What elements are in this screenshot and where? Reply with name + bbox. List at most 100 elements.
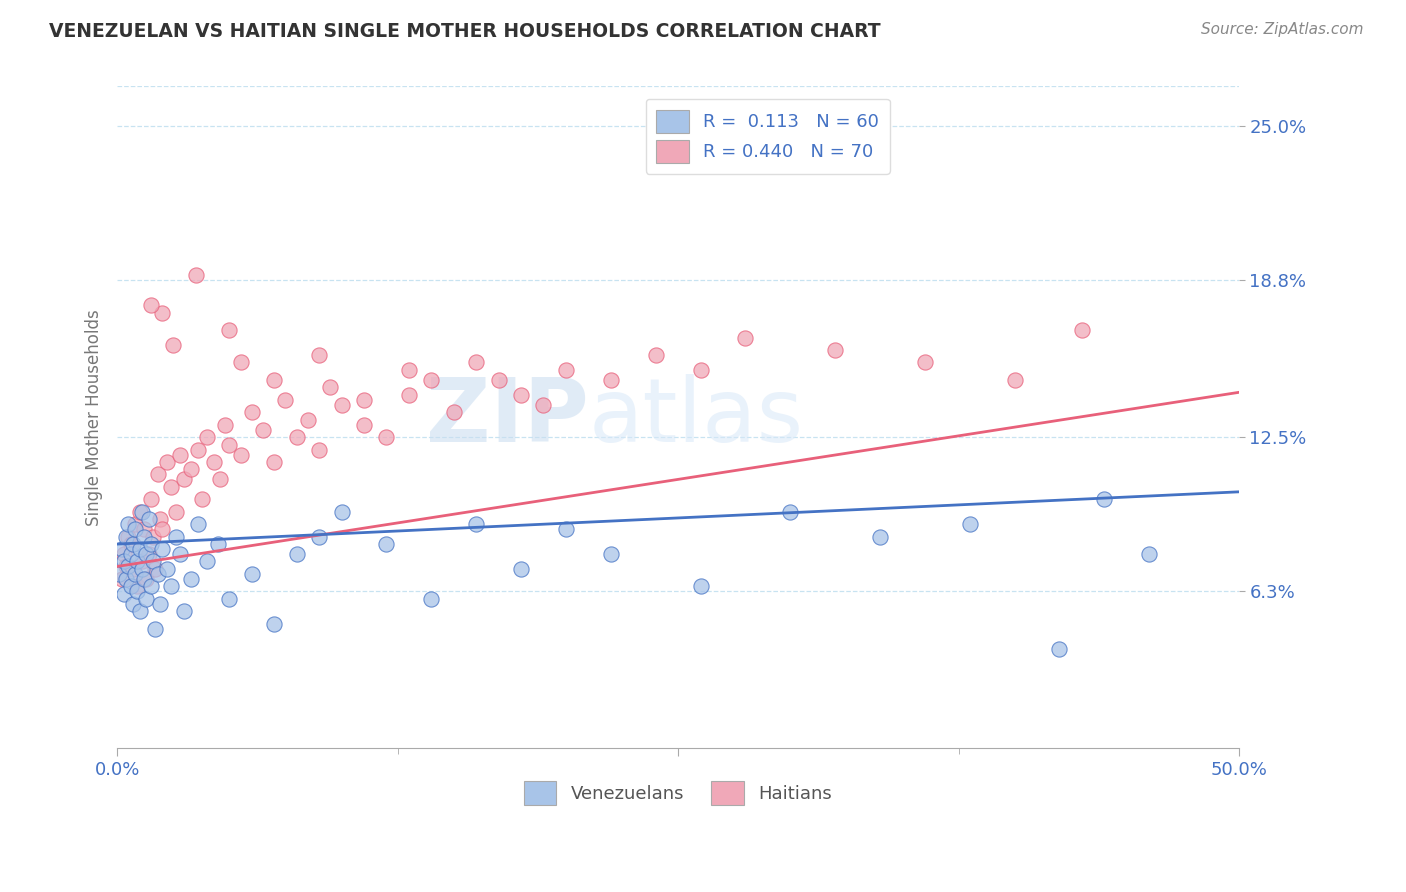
Point bbox=[202, 455, 225, 469]
Point bbox=[229, 355, 252, 369]
Point bbox=[112, 547, 135, 561]
Y-axis label: Single Mother Households: Single Mother Households bbox=[86, 309, 103, 525]
Point bbox=[218, 591, 240, 606]
Point bbox=[420, 591, 443, 606]
Point bbox=[142, 554, 165, 568]
Point bbox=[132, 522, 155, 536]
Point bbox=[353, 392, 375, 407]
Point bbox=[165, 530, 187, 544]
Point bbox=[108, 566, 131, 581]
Point bbox=[207, 537, 229, 551]
Point bbox=[165, 505, 187, 519]
Point bbox=[142, 530, 165, 544]
Point bbox=[209, 472, 232, 486]
Point bbox=[398, 363, 420, 377]
Point bbox=[124, 517, 146, 532]
Point bbox=[124, 566, 146, 581]
Point bbox=[959, 517, 981, 532]
Point bbox=[139, 492, 162, 507]
Point bbox=[143, 562, 166, 576]
Point bbox=[285, 430, 308, 444]
Point bbox=[132, 572, 155, 586]
Point bbox=[146, 467, 169, 482]
Point bbox=[599, 547, 621, 561]
Point bbox=[319, 380, 342, 394]
Point bbox=[308, 442, 330, 457]
Text: atlas: atlas bbox=[588, 374, 803, 460]
Point bbox=[218, 323, 240, 337]
Point bbox=[554, 522, 576, 536]
Point bbox=[297, 412, 319, 426]
Point bbox=[115, 559, 138, 574]
Point bbox=[124, 522, 146, 536]
Point bbox=[173, 604, 195, 618]
Point bbox=[135, 547, 157, 561]
Point bbox=[308, 530, 330, 544]
Point bbox=[824, 343, 846, 357]
Point bbox=[120, 579, 142, 593]
Point bbox=[263, 373, 285, 387]
Point bbox=[143, 622, 166, 636]
Point bbox=[128, 604, 150, 618]
Point bbox=[554, 363, 576, 377]
Point bbox=[115, 530, 138, 544]
Point bbox=[398, 388, 420, 402]
Point bbox=[214, 417, 236, 432]
Point bbox=[120, 537, 142, 551]
Point bbox=[1049, 641, 1071, 656]
Point bbox=[135, 572, 157, 586]
Point bbox=[149, 512, 172, 526]
Text: Source: ZipAtlas.com: Source: ZipAtlas.com bbox=[1201, 22, 1364, 37]
Point bbox=[263, 455, 285, 469]
Point bbox=[869, 530, 891, 544]
Point bbox=[111, 572, 134, 586]
Point bbox=[127, 584, 149, 599]
Point bbox=[112, 554, 135, 568]
Point bbox=[128, 505, 150, 519]
Point bbox=[218, 437, 240, 451]
Point bbox=[465, 517, 488, 532]
Point bbox=[274, 392, 297, 407]
Point bbox=[184, 268, 207, 283]
Point bbox=[150, 522, 173, 536]
Point bbox=[191, 492, 214, 507]
Point bbox=[139, 298, 162, 312]
Point bbox=[420, 373, 443, 387]
Point bbox=[180, 572, 202, 586]
Point bbox=[169, 448, 191, 462]
Point bbox=[131, 562, 153, 576]
Point bbox=[689, 363, 711, 377]
Point bbox=[131, 505, 153, 519]
Point bbox=[240, 405, 263, 419]
Point bbox=[173, 472, 195, 486]
Point bbox=[1004, 373, 1026, 387]
Point bbox=[150, 542, 173, 557]
Point bbox=[117, 530, 139, 544]
Legend: Venezuelans, Haitians: Venezuelans, Haitians bbox=[517, 774, 839, 812]
Point bbox=[160, 480, 183, 494]
Point bbox=[195, 430, 218, 444]
Text: VENEZUELAN VS HAITIAN SINGLE MOTHER HOUSEHOLDS CORRELATION CHART: VENEZUELAN VS HAITIAN SINGLE MOTHER HOUS… bbox=[49, 22, 880, 41]
Point bbox=[644, 348, 666, 362]
Point bbox=[285, 547, 308, 561]
Point bbox=[734, 330, 756, 344]
Point bbox=[112, 587, 135, 601]
Point bbox=[263, 616, 285, 631]
Point bbox=[240, 566, 263, 581]
Point bbox=[488, 373, 510, 387]
Point bbox=[353, 417, 375, 432]
Point bbox=[117, 517, 139, 532]
Point bbox=[138, 512, 160, 526]
Point bbox=[252, 423, 274, 437]
Point bbox=[122, 537, 145, 551]
Point bbox=[150, 306, 173, 320]
Point bbox=[308, 348, 330, 362]
Point bbox=[510, 562, 533, 576]
Point bbox=[128, 542, 150, 557]
Point bbox=[465, 355, 488, 369]
Point bbox=[131, 554, 153, 568]
Point bbox=[139, 579, 162, 593]
Point bbox=[330, 505, 353, 519]
Point bbox=[510, 388, 533, 402]
Point bbox=[375, 537, 398, 551]
